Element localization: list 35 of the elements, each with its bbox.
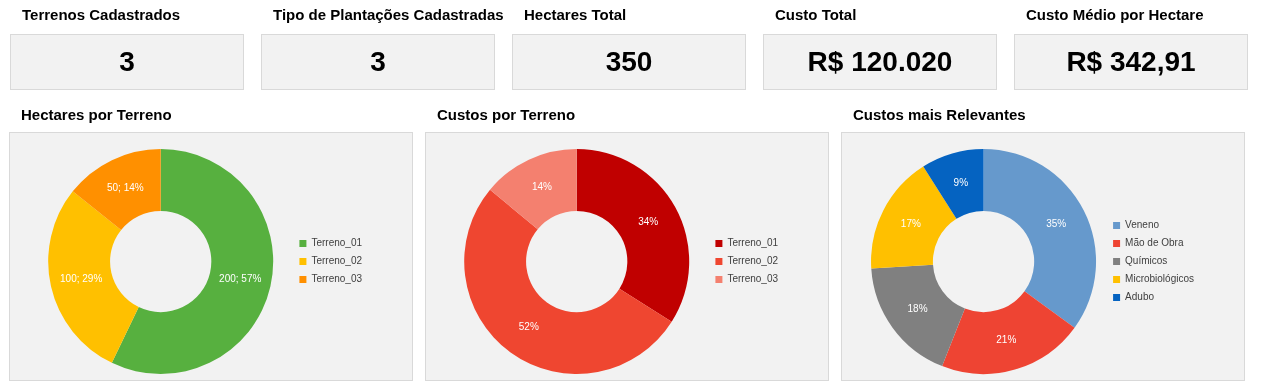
text: Custo Médio por Hectare <box>1025 6 1205 25</box>
data-label: 50; 14% <box>106 181 144 193</box>
chart-title: Hectares por Terreno <box>20 106 173 125</box>
legend-label: Terreno_01 <box>311 237 363 249</box>
data-label: 17% <box>900 218 921 230</box>
legend-label: Veneno <box>1125 219 1160 231</box>
legend-label: Terreno_03 <box>311 273 363 285</box>
chart-title: Custos mais Relevantes <box>852 106 1027 125</box>
legend-label: Terreno_02 <box>727 255 779 267</box>
data-label: 18% <box>907 303 928 315</box>
text: Terrenos Cadastrados <box>21 6 182 25</box>
data-label: 52% <box>518 321 539 333</box>
data-label: 35% <box>1046 218 1067 230</box>
legend-label: Químicos <box>1125 255 1168 267</box>
data-label: 9% <box>953 176 969 188</box>
data-label: 34% <box>638 215 659 227</box>
legend-label: Terreno_03 <box>727 273 779 285</box>
text: 3 <box>261 34 495 90</box>
data-label: 14% <box>531 181 553 193</box>
legend-label: Terreno_01 <box>727 237 779 249</box>
text: Custo Total <box>774 6 858 25</box>
data-label: 200; 57% <box>219 273 262 285</box>
legend-label: Adubo <box>1125 291 1155 303</box>
text: R$ 120.020 <box>763 34 997 90</box>
text: Hectares Total <box>523 6 628 25</box>
legend-label: Terreno_02 <box>311 255 363 267</box>
text: 350 <box>512 34 746 90</box>
legend-label: Mão de Obra <box>1125 237 1184 249</box>
data-label: 21% <box>996 333 1017 345</box>
text: 3 <box>10 34 244 90</box>
legend-label: Microbiológicos <box>1125 273 1195 285</box>
text: Tipo de Plantações Cadastradas <box>272 6 504 25</box>
text: R$ 342,91 <box>1014 34 1248 90</box>
chart-title: Custos por Terreno <box>436 106 577 125</box>
data-label: 100; 29% <box>60 273 103 285</box>
